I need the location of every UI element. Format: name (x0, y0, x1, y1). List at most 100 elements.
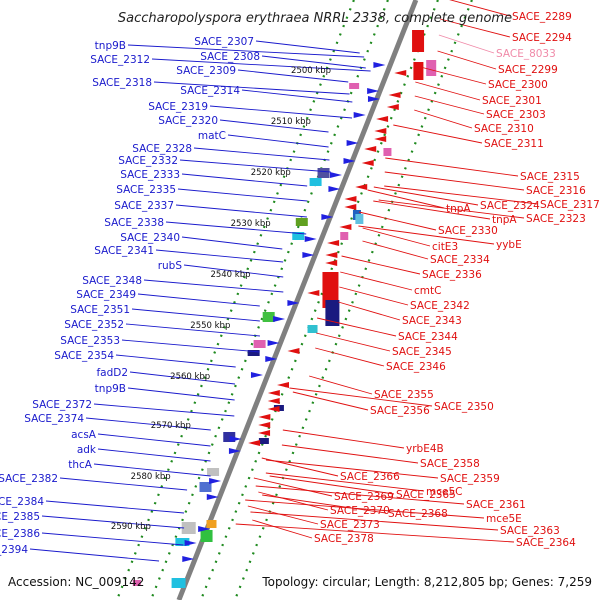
right-gene-label: SACE_2370 (330, 505, 390, 517)
right-gene-label: SACE_2311 (484, 138, 544, 150)
right-callout-line (265, 459, 439, 479)
left-gene-label: SACE_2328 (132, 143, 192, 155)
left-gene-label: SACE_2385 (0, 511, 40, 523)
left-gene-label: SACE_2353 (60, 335, 120, 347)
gene-block-10 (307, 325, 318, 333)
right-gene-label: SACE_2364 (516, 537, 576, 549)
left-gene-label: tnp9B (95, 383, 126, 395)
reverse-gene-5 (374, 128, 387, 134)
right-callout-line (341, 255, 421, 275)
right-callout-line (255, 485, 465, 505)
right-gene-label: SACE_2289 (512, 11, 572, 23)
left-callout-line (125, 323, 260, 337)
right-gene-label: SACE_2369 (334, 491, 394, 503)
left-callout-line (261, 55, 366, 69)
label-callouts (29, 0, 539, 562)
forward-gene-1 (373, 62, 386, 68)
reverse-gene-10 (344, 196, 357, 202)
left-callout-line (121, 339, 260, 353)
map-title: Saccharopolyspora erythraea NRRL 2338, c… (118, 11, 512, 26)
kbp-label-10: 2590 kbp (111, 522, 151, 532)
right-callout-line (415, 81, 481, 101)
left-gene-label: matC (198, 130, 226, 142)
right-callout-line (373, 186, 479, 206)
right-gene-label: SACE_2294 (512, 32, 572, 44)
right-gene-label: SACE_2301 (482, 95, 542, 107)
right-callout-line (367, 189, 445, 209)
left-gene-label: acsA (71, 429, 97, 441)
right-callout-line (362, 227, 431, 247)
left-callout-line (181, 236, 283, 250)
forward-gene-2 (367, 88, 380, 94)
left-callout-line (59, 477, 188, 491)
forward-gene-9 (321, 214, 334, 220)
gene-block-24 (181, 522, 196, 534)
left-callout-line (41, 532, 184, 546)
right-gene-label: SACE_2299 (498, 64, 558, 76)
kbp-label-2: 2510 kbp (271, 117, 311, 127)
right-gene-label: SACE_2336 (422, 269, 482, 281)
right-gene-label: SACE_2315 (520, 171, 580, 183)
gene-block-2 (426, 60, 437, 76)
right-callout-line (358, 225, 495, 245)
forward-gene-18 (228, 448, 241, 454)
gene-block-16 (295, 218, 308, 226)
gene-block-23 (199, 482, 212, 492)
right-gene-label: cmtC (414, 285, 441, 297)
right-gene-label: yrbE4B (406, 443, 444, 455)
left-callout-line (237, 69, 349, 83)
left-callout-line (241, 89, 353, 103)
left-gene-label: SACE_2332 (118, 155, 178, 167)
gene-block-4 (383, 148, 392, 156)
reverse-gene-18 (277, 382, 290, 388)
kbp-label-9: 2580 kbp (131, 472, 171, 482)
kbp-tick-labels: 2500 kbp 2510 kbp 2520 kbp 2530 kbp 2540 kbp… (111, 66, 331, 532)
forward-gene-22 (184, 540, 197, 546)
left-callout-line (93, 463, 211, 477)
left-gene-label: SACE_2318 (92, 77, 152, 89)
gene-block-28 (171, 578, 186, 588)
right-gene-label: SACE_2323 (526, 213, 586, 225)
right-gene-label: SACE_2346 (386, 361, 446, 373)
kbp-label-8: 2570 kbp (151, 421, 191, 431)
right-gene-label: SACE_2324 (480, 200, 540, 212)
forward-gene-3 (367, 96, 380, 102)
left-gene-label: SACE_2386 (0, 528, 40, 540)
kbp-label-6: 2550 kbp (190, 321, 230, 331)
left-callout-line (183, 264, 284, 278)
left-gene-label: SACE_2341 (94, 245, 154, 257)
left-gene-label: SACE_2333 (120, 169, 180, 181)
right-gene-label: yybE (496, 239, 522, 251)
left-gene-label: SACE_2351 (70, 304, 130, 316)
reverse-gene-1 (394, 70, 407, 76)
left-gene-label: SACE_2335 (116, 184, 176, 196)
right-gene-label: SACE_2310 (474, 123, 534, 135)
right-gene-label: SACE_2300 (488, 79, 548, 91)
right-callout-line (358, 211, 437, 231)
reverse-gene-13 (327, 240, 340, 246)
reverse-gene-20 (267, 398, 280, 404)
reverse-gene-11 (344, 204, 357, 210)
right-callout-line (282, 429, 405, 449)
left-callout-line (45, 500, 185, 514)
right-callout-line (316, 317, 397, 337)
right-callout-line (265, 472, 425, 492)
right-callout-line (309, 375, 373, 395)
right-callout-line (384, 185, 539, 205)
reverse-gene-19 (267, 390, 280, 396)
left-callout-line (177, 188, 308, 202)
right-callout-line (438, 34, 495, 54)
right-callout-line (258, 491, 329, 511)
forward-gene-23 (182, 556, 195, 562)
gene-block-29 (132, 580, 141, 586)
right-gene-label: SACE_2317 (540, 199, 600, 211)
left-gene-label: SACE_2338 (104, 217, 164, 229)
left-callout-line (255, 40, 360, 54)
right-gene-label: tnpA (492, 214, 517, 226)
left-callout-line (175, 204, 307, 218)
gene-block-8 (322, 272, 339, 308)
left-gene-label: rubS (158, 260, 183, 272)
right-gene-label: SACE_2361 (466, 499, 526, 511)
right-callout-line (373, 200, 491, 220)
reverse-gene-14 (325, 252, 338, 258)
